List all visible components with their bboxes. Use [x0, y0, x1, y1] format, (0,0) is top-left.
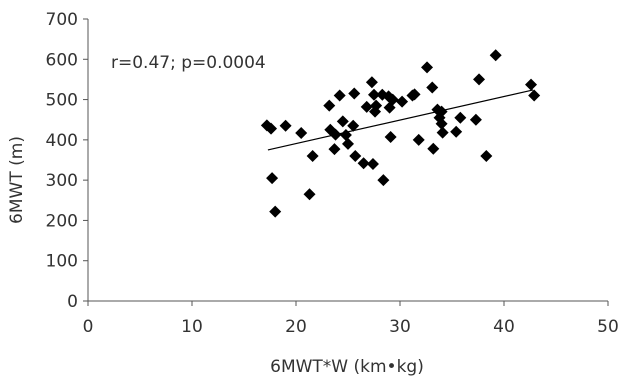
- data-point-diamond: [450, 125, 463, 138]
- data-point-diamond: [480, 149, 493, 162]
- y-tick-label: 300: [46, 171, 78, 191]
- data-point-diamond: [349, 149, 362, 162]
- data-point-diamond: [366, 158, 379, 171]
- data-point-diamond: [295, 127, 308, 140]
- data-point-diamond: [342, 137, 354, 150]
- y-tick-label: 400: [46, 131, 78, 151]
- data-point-diamond: [328, 143, 341, 156]
- x-tick-label: 50: [597, 317, 619, 337]
- x-tick-label: 40: [493, 317, 515, 337]
- y-tick-label: 600: [46, 50, 78, 70]
- correlation-annotation: r=0.47; p=0.0004: [111, 53, 266, 73]
- data-point-diamond: [436, 126, 449, 139]
- x-ticks: 0 10 20 30 40 50: [83, 301, 619, 337]
- data-point-diamond: [412, 133, 425, 146]
- x-tick-label: 0: [83, 317, 94, 337]
- axes: [87, 19, 608, 302]
- data-points: [260, 49, 541, 218]
- data-point-diamond: [269, 205, 282, 218]
- data-point-diamond: [365, 76, 378, 89]
- data-point-diamond: [427, 142, 440, 155]
- data-point-diamond: [368, 88, 380, 101]
- y-tick-label: 200: [46, 211, 78, 231]
- data-point-diamond: [339, 129, 352, 142]
- data-point-diamond: [469, 113, 482, 126]
- y-axis-title: 6MWT (m): [7, 136, 27, 224]
- data-point-diamond: [489, 49, 502, 62]
- data-point-diamond: [265, 122, 278, 135]
- data-point-diamond: [306, 149, 319, 162]
- data-point-diamond: [348, 87, 361, 100]
- data-point-diamond: [396, 95, 409, 108]
- x-axis-title: 6MWT*W (km•kg): [270, 357, 424, 376]
- data-point-diamond: [386, 93, 399, 106]
- trendline: [267, 89, 534, 151]
- data-point-diamond: [357, 157, 370, 170]
- data-point-diamond: [347, 119, 360, 132]
- data-point-diamond: [336, 115, 349, 128]
- trendline-group: [267, 89, 534, 151]
- data-point-diamond: [333, 89, 346, 102]
- data-point-diamond: [360, 100, 373, 113]
- data-point-diamond: [525, 78, 538, 91]
- data-point-diamond: [528, 89, 541, 102]
- data-point-diamond: [266, 172, 279, 185]
- data-point-diamond: [421, 61, 434, 74]
- data-point-diamond: [303, 188, 316, 201]
- x-tick-label: 30: [389, 317, 411, 337]
- data-point-diamond: [435, 105, 448, 118]
- data-point-diamond: [279, 119, 292, 132]
- data-point-diamond: [454, 111, 467, 124]
- y-tick-label: 100: [46, 252, 78, 272]
- data-point-diamond: [370, 99, 383, 112]
- data-point-diamond: [426, 81, 439, 94]
- y-tick-label: 500: [46, 91, 78, 111]
- data-point-diamond: [329, 128, 342, 141]
- data-point-diamond: [384, 131, 397, 144]
- x-tick-label: 10: [181, 317, 203, 337]
- data-point-diamond: [377, 174, 390, 187]
- data-point-diamond: [323, 99, 336, 112]
- y-ticks: 0 100 200 300 400 500 600 700: [46, 10, 88, 312]
- data-point-diamond: [473, 73, 486, 86]
- y-tick-label: 700: [46, 10, 78, 30]
- y-tick-label: 0: [67, 292, 78, 312]
- data-point-diamond: [435, 117, 448, 130]
- data-point-diamond: [408, 88, 421, 101]
- x-tick-label: 20: [285, 317, 307, 337]
